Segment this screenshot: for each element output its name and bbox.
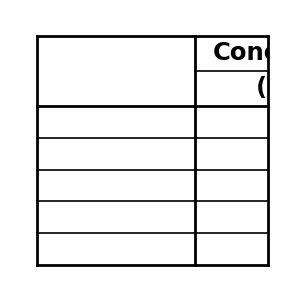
Text: 1.099: 1.099 (291, 173, 298, 198)
Text: Concentration: Concentration (213, 41, 298, 65)
Text: (mg/kg): (mg/kg) (256, 76, 298, 100)
Text: 28.69: 28.69 (291, 205, 298, 229)
Text: 30.799: 30.799 (283, 110, 298, 134)
Text: 14.39: 14.39 (291, 237, 298, 261)
Text: Component: Component (0, 59, 11, 83)
Text: 8.489: 8.489 (291, 142, 298, 166)
